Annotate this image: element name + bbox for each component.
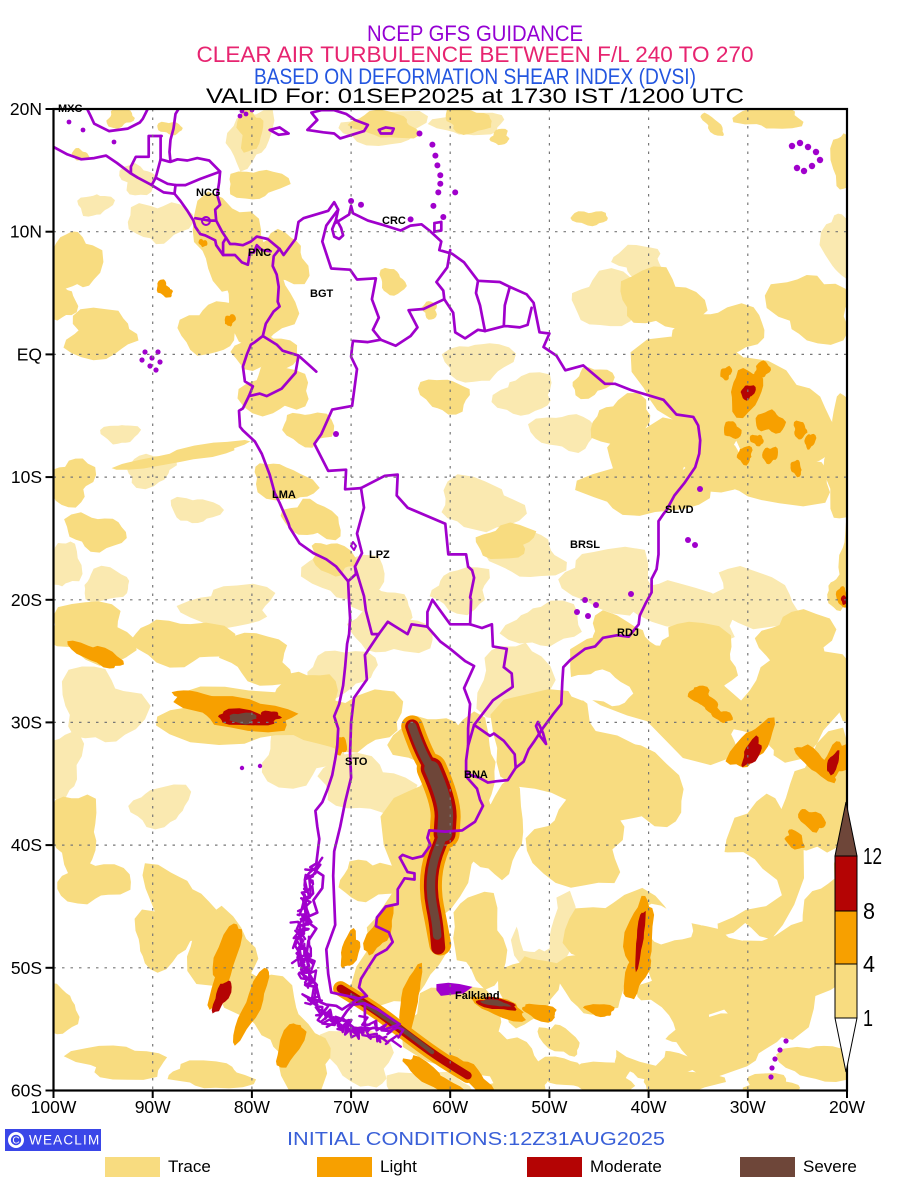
svg-text:Severe: Severe (803, 1157, 857, 1176)
svg-text:50S: 50S (11, 958, 42, 978)
svg-text:BASED ON DEFORMATION SHEAR: BASED ON DEFORMATION SHEAR INDEX (DVSI) (254, 64, 696, 89)
svg-text:BNA: BNA (464, 769, 488, 781)
svg-text:20W: 20W (829, 1097, 865, 1117)
svg-text:C: C (12, 1136, 19, 1147)
svg-text:BRSL: BRSL (570, 539, 600, 551)
svg-text:MXC: MXC (58, 103, 83, 115)
svg-text:LMA: LMA (272, 489, 296, 501)
svg-text:20S: 20S (11, 590, 42, 610)
svg-text:70W: 70W (333, 1097, 369, 1117)
svg-text:Trace: Trace (168, 1157, 211, 1176)
svg-text:60S: 60S (11, 1081, 42, 1101)
svg-text:50W: 50W (531, 1097, 567, 1117)
svg-text:EQ: EQ (17, 344, 42, 364)
svg-text:BGT: BGT (310, 288, 334, 300)
svg-text:Falkland: Falkland (455, 990, 500, 1002)
svg-text:30W: 30W (730, 1097, 766, 1117)
svg-text:40S: 40S (11, 835, 42, 855)
svg-text:CRC: CRC (382, 215, 406, 227)
svg-text:4: 4 (863, 951, 875, 977)
svg-text:VALID For: 01SEP2025 at 17: VALID For: 01SEP2025 at 1730 IST /1200 U… (206, 85, 744, 108)
svg-text:10N: 10N (10, 222, 42, 242)
svg-text:20N: 20N (10, 99, 42, 119)
svg-text:8: 8 (863, 898, 875, 924)
svg-text:40W: 40W (631, 1097, 667, 1117)
svg-text:LPZ: LPZ (369, 549, 390, 561)
svg-text:INITIAL CONDITIONS:12Z31AUG20: INITIAL CONDITIONS:12Z31AUG2025 (287, 1129, 665, 1149)
svg-text:PNC: PNC (248, 247, 271, 259)
svg-text:80W: 80W (234, 1097, 270, 1117)
svg-text:1: 1 (863, 1005, 873, 1031)
svg-text:12: 12 (863, 843, 882, 869)
svg-text:RDJ: RDJ (617, 627, 639, 639)
svg-text:SLVD: SLVD (665, 504, 694, 516)
svg-text:NCG: NCG (196, 187, 220, 199)
svg-text:STO: STO (345, 756, 368, 768)
svg-text:Moderate: Moderate (590, 1157, 662, 1176)
svg-text:10S: 10S (11, 467, 42, 487)
svg-text:60W: 60W (432, 1097, 468, 1117)
svg-text:WEACLIM: WEACLIM (29, 1133, 100, 1148)
svg-text:Light: Light (380, 1157, 417, 1176)
svg-text:NCEP GFS GUIDANCE: NCEP GFS GUIDANCE (367, 21, 583, 46)
svg-text:100W: 100W (31, 1097, 77, 1117)
svg-text:90W: 90W (135, 1097, 171, 1117)
svg-text:CLEAR AIR TURBULENCE BETWEE: CLEAR AIR TURBULENCE BETWEEN F/L 240 TO … (197, 42, 754, 67)
svg-text:30S: 30S (11, 712, 42, 732)
